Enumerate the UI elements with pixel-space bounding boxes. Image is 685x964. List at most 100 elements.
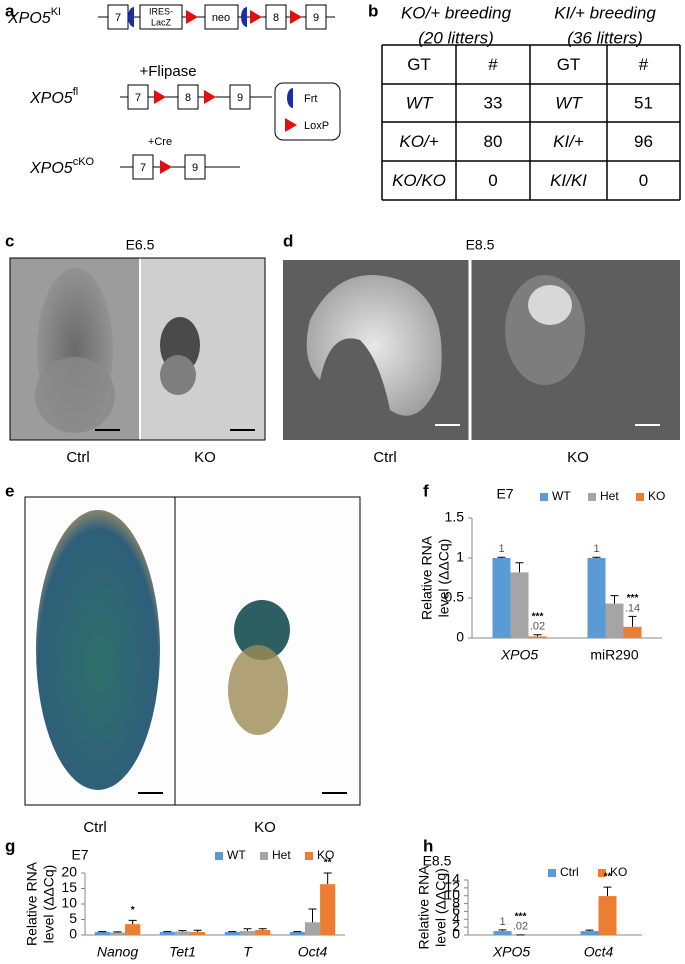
table-cell: KO/+ bbox=[399, 132, 438, 151]
embryo-image bbox=[24, 496, 361, 806]
chart-title: E7 bbox=[71, 847, 88, 863]
significance-label: *** bbox=[515, 911, 527, 922]
y-tick-label: 6 bbox=[452, 902, 460, 918]
bar bbox=[528, 636, 547, 638]
image-title: E8.5 bbox=[466, 237, 495, 253]
legend-label: Het bbox=[272, 848, 291, 862]
legend-swatch bbox=[588, 493, 596, 501]
cassette-label: neo bbox=[212, 12, 230, 24]
y-axis-label: level (ΔΔCq) bbox=[433, 868, 449, 947]
chart-title: E7 bbox=[496, 486, 513, 502]
panel-label: h bbox=[423, 836, 433, 855]
bar bbox=[255, 930, 271, 935]
bar bbox=[605, 603, 624, 638]
image-label: Ctrl bbox=[83, 819, 106, 836]
table-group-title: KO/+ breeding bbox=[401, 3, 512, 22]
image-label: KO bbox=[194, 449, 216, 466]
legend-label: KO bbox=[648, 489, 665, 503]
bar bbox=[159, 931, 175, 935]
table-cell: WT bbox=[555, 93, 583, 112]
error-bar bbox=[592, 556, 601, 558]
x-tick-label: Tet1 bbox=[169, 944, 196, 960]
table-cell: 0 bbox=[488, 171, 497, 190]
y-tick-label: 14 bbox=[444, 871, 460, 887]
allele-superscript: cKO bbox=[73, 156, 95, 168]
exon-label: 9 bbox=[192, 162, 198, 174]
value-label: .02 bbox=[513, 921, 528, 933]
table-group-title: KI/+ breeding bbox=[554, 3, 656, 22]
bar bbox=[94, 931, 110, 935]
significance-label: *** bbox=[532, 611, 544, 622]
bar bbox=[493, 931, 512, 935]
embryo-image bbox=[9, 257, 266, 441]
y-tick-label: 8 bbox=[452, 894, 460, 910]
exon-label: 7 bbox=[135, 92, 141, 104]
x-tick-label: miR290 bbox=[590, 647, 638, 663]
image-label: KO bbox=[254, 819, 276, 836]
y-tick-label: 12 bbox=[444, 879, 460, 895]
y-tick-label: 20 bbox=[61, 864, 77, 880]
y-axis-label: level (ΔΔCq) bbox=[41, 865, 57, 944]
legend-label: Frt bbox=[304, 93, 317, 105]
bar bbox=[623, 626, 642, 638]
error-bar bbox=[113, 931, 122, 933]
table-cell: 33 bbox=[484, 93, 503, 112]
x-tick-label: XPO5 bbox=[492, 944, 531, 960]
error-bar bbox=[128, 919, 137, 925]
value-label: .14 bbox=[625, 602, 640, 614]
legend-label: LoxP bbox=[304, 120, 329, 132]
table-cell: 0 bbox=[639, 171, 648, 190]
table-cell: 51 bbox=[634, 93, 653, 112]
bar bbox=[304, 922, 321, 935]
panel-label: b bbox=[368, 1, 378, 20]
legend-label: Het bbox=[600, 489, 619, 503]
y-tick-label: 15 bbox=[61, 879, 77, 895]
image-label: Ctrl bbox=[373, 449, 396, 466]
y-tick-label: 5 bbox=[69, 910, 77, 926]
bar bbox=[190, 932, 206, 935]
table-cell: KI/+ bbox=[553, 132, 584, 151]
table-cell: # bbox=[639, 55, 649, 74]
panel-label: g bbox=[5, 836, 15, 855]
x-tick-label: Nanog bbox=[97, 944, 138, 960]
allele-label: XPO5cKO bbox=[29, 156, 95, 177]
table-group-title: (20 litters) bbox=[418, 28, 494, 47]
bar bbox=[174, 931, 191, 935]
y-tick-label: 0 bbox=[456, 629, 464, 645]
y-tick-label: 0.5 bbox=[445, 589, 465, 605]
error-bar bbox=[323, 872, 332, 885]
legend-swatch bbox=[260, 852, 268, 860]
chart-title: E8.5 bbox=[423, 853, 452, 869]
legend-label: WT bbox=[552, 489, 571, 503]
error-bar bbox=[258, 928, 267, 931]
allele-superscript: fl bbox=[73, 86, 79, 98]
bar bbox=[125, 924, 141, 935]
y-axis-label: Relative RNA bbox=[419, 535, 435, 620]
allele-superscript: KI bbox=[51, 6, 61, 18]
bar bbox=[320, 884, 336, 935]
legend-swatch bbox=[548, 869, 556, 877]
legend-swatch bbox=[636, 493, 644, 501]
table-cell: # bbox=[488, 55, 498, 74]
table-cell: WT bbox=[406, 93, 434, 112]
legend-label: WT bbox=[227, 848, 246, 862]
x-tick-label: Oct4 bbox=[298, 944, 328, 960]
panel-label: e bbox=[5, 481, 14, 500]
allele-diagram bbox=[98, 4, 341, 180]
significance-label: *** bbox=[627, 593, 639, 604]
table-cell: 80 bbox=[484, 132, 503, 151]
exon-label: 9 bbox=[237, 92, 243, 104]
error-bar bbox=[243, 928, 252, 931]
error-bar bbox=[610, 595, 619, 604]
value-label: .02 bbox=[530, 621, 545, 633]
panel-label: c bbox=[5, 231, 14, 250]
error-bar bbox=[585, 929, 594, 932]
table-cell: GT bbox=[407, 55, 431, 74]
x-tick-label: T bbox=[243, 944, 253, 960]
bar bbox=[598, 896, 617, 935]
y-tick-label: 10 bbox=[444, 886, 460, 902]
bar bbox=[109, 932, 126, 935]
bar bbox=[289, 931, 305, 935]
legend-swatch bbox=[540, 493, 548, 501]
significance-label: ** bbox=[324, 858, 332, 869]
